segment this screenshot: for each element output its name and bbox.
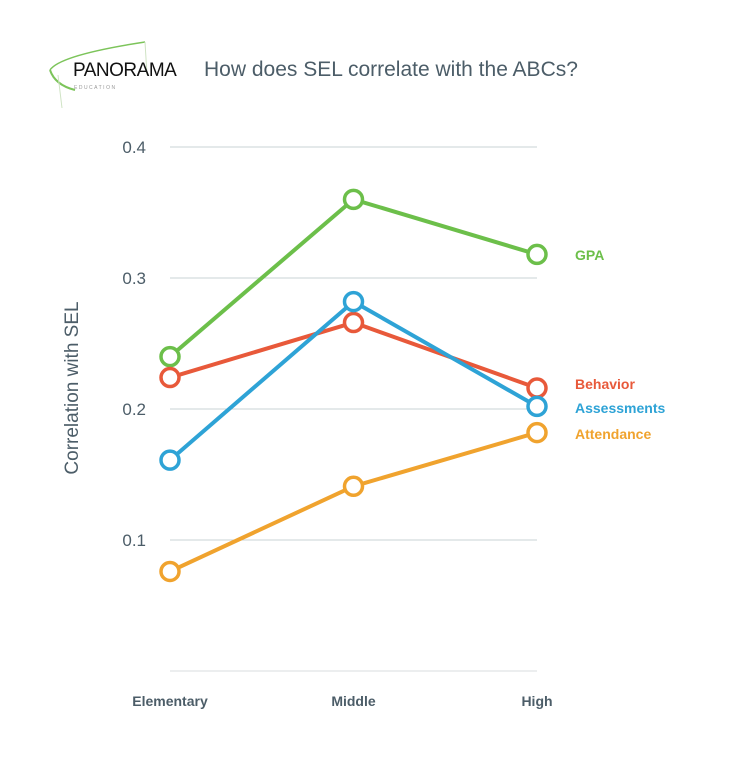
- series-label: Attendance: [575, 426, 651, 442]
- series-label: Behavior: [575, 376, 635, 392]
- data-point: [342, 290, 365, 313]
- x-tick-label: Middle: [331, 693, 376, 709]
- series-assessments: Assessments: [159, 290, 665, 471]
- data-point: [342, 311, 365, 334]
- data-point: [342, 475, 365, 498]
- x-tick-label: High: [521, 693, 552, 709]
- series-behavior: Behavior: [159, 311, 635, 399]
- x-tick-label: Elementary: [132, 693, 208, 709]
- chart-title: How does SEL correlate with the ABCs?: [204, 58, 578, 81]
- logo-subtext: EDUCATION: [74, 85, 117, 91]
- y-axis-ticks: 0.1 0.2 0.3 0.4: [122, 138, 146, 550]
- data-point: [159, 560, 181, 583]
- data-point: [159, 345, 181, 368]
- y-axis-label: Correlation with SEL: [62, 301, 83, 474]
- series-line: [169, 430, 538, 574]
- data-point: [526, 377, 548, 399]
- logo-text: PANORAMA: [73, 60, 177, 81]
- x-axis-ticks: Elementary Middle High: [132, 693, 552, 709]
- y-tick-label: 0.1: [122, 531, 146, 550]
- data-point: [526, 395, 548, 418]
- data-point: [342, 188, 365, 211]
- y-tick-label: 0.4: [122, 138, 146, 157]
- series-label: Assessments: [575, 400, 665, 416]
- series-attendance: Attendance: [159, 421, 651, 583]
- y-tick-label: 0.2: [122, 400, 146, 419]
- gridlines: [170, 146, 537, 672]
- series-gpa: GPA: [159, 188, 604, 368]
- data-point: [159, 449, 181, 471]
- data-point: [159, 366, 181, 389]
- series-label: GPA: [575, 247, 604, 263]
- panorama-logo: PANORAMA EDUCATION: [49, 41, 178, 109]
- data-point: [526, 421, 548, 444]
- data-point: [526, 243, 548, 266]
- y-tick-label: 0.3: [122, 269, 146, 288]
- series-group: GPA Behavior Assessments Attendance: [159, 188, 665, 583]
